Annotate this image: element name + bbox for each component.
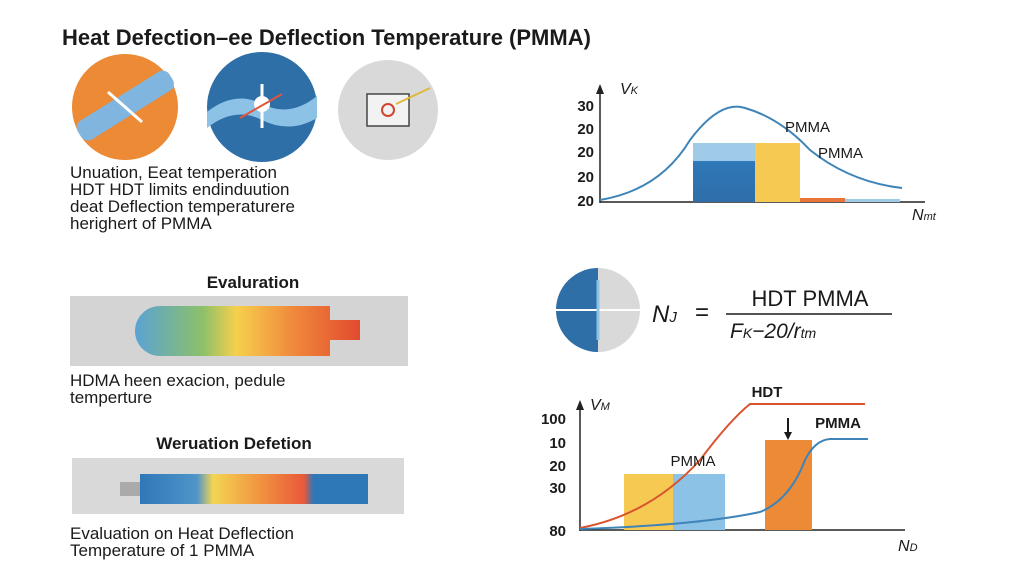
tick-label: 80 xyxy=(549,523,566,540)
den: F xyxy=(730,320,744,343)
specimen-shape xyxy=(135,306,360,356)
label-sub: K xyxy=(631,85,639,97)
tick-label: 30 xyxy=(549,480,566,497)
tick-label: 10 xyxy=(549,435,566,452)
bottom-chart: VM ND HDT PMMA PMMA xyxy=(576,384,918,555)
top-chart: VK Nmt PMMA PMMA xyxy=(596,81,937,224)
bar-stub xyxy=(120,482,142,496)
y-axis-label: VM xyxy=(590,397,611,414)
tick-label: 20 xyxy=(577,121,594,138)
equals: = xyxy=(695,299,709,326)
den-sub: K xyxy=(743,325,753,341)
x-axis-label: Nmt xyxy=(912,207,937,224)
section-line: temperture xyxy=(70,388,152,407)
page-title: Heat Defection–ee Deflection Temperature… xyxy=(62,25,591,50)
icon-blue xyxy=(207,52,317,162)
label-sub: mt xyxy=(924,211,937,223)
tick-label: 20 xyxy=(549,458,566,475)
formula: NJ = HDT PMMA FK−20/rtm xyxy=(556,268,892,352)
annotation: PMMA xyxy=(785,119,830,136)
bar xyxy=(765,440,812,530)
section-line: HDMA heen exacion, pedule xyxy=(70,371,285,390)
section-heading: Evaluration xyxy=(207,273,300,292)
intro-line: HDT HDT limits endinduution xyxy=(70,180,290,199)
specimen-bar xyxy=(140,474,368,504)
label: N xyxy=(898,538,910,555)
numerator: HDT PMMA xyxy=(752,286,869,311)
bar xyxy=(693,143,755,202)
annotation: HDT xyxy=(752,384,783,401)
tick-label: 20 xyxy=(577,169,594,186)
denominator: FK−20/rtm xyxy=(730,320,817,343)
curve xyxy=(599,105,903,201)
icon-gray xyxy=(338,60,438,160)
formula-lhs: NJ xyxy=(652,301,677,328)
arrow-head xyxy=(784,432,792,440)
icon-orange xyxy=(72,54,178,160)
x-axis-label: ND xyxy=(898,538,918,555)
lhs: N xyxy=(652,301,670,328)
section-heading: Weruation Defetion xyxy=(156,434,312,453)
label-sub: M xyxy=(601,401,611,413)
intro-line: deat Deflection temperaturere xyxy=(70,197,295,216)
tick-label: 100 xyxy=(541,411,566,428)
label: V xyxy=(620,81,632,98)
section-line: Evaluation on Heat Deflection xyxy=(70,524,294,543)
label: V xyxy=(590,397,602,414)
curve xyxy=(579,403,865,529)
lhs-sub: J xyxy=(668,309,677,326)
tick-label: 20 xyxy=(577,144,594,161)
annotation: PMMA xyxy=(671,453,716,470)
axis-arrow xyxy=(596,84,604,94)
tick-label: 20 xyxy=(577,193,594,210)
tick-label: 30 xyxy=(577,98,594,115)
intro-line: Unuation, Eeat temperation xyxy=(70,163,277,182)
den-rest: −20/r xyxy=(752,320,801,343)
bar xyxy=(755,143,800,202)
bar xyxy=(845,199,900,202)
curve xyxy=(579,438,868,530)
section-line: Temperature of 1 PMMA xyxy=(70,541,255,560)
annotation: PMMA xyxy=(818,145,863,162)
label: N xyxy=(912,207,924,224)
intro-line: herighert of PMMA xyxy=(70,214,212,233)
den-sub: tm xyxy=(801,325,817,341)
bar xyxy=(800,198,845,202)
y-axis-label: VK xyxy=(620,81,639,98)
annotation: PMMA xyxy=(815,415,861,432)
axis-arrow xyxy=(576,400,584,410)
label-sub: D xyxy=(910,542,918,554)
